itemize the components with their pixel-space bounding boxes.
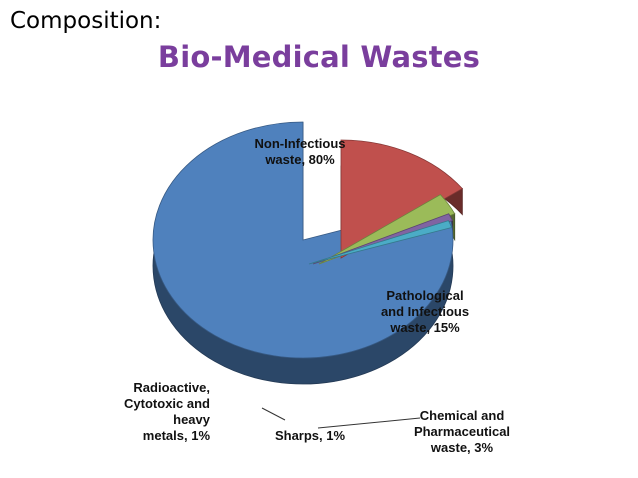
leader-line-radioactive <box>261 407 286 421</box>
slice-label-sharps: Sharps, 1% <box>275 428 346 443</box>
slice-label-radioactive: Radioactive, Cytotoxic and heavy metals, 1% <box>124 380 211 443</box>
pie-slice-pathological <box>340 139 463 259</box>
pie-slice-radioactive <box>308 220 453 265</box>
leader-line-chemical-and <box>317 417 421 429</box>
pie-slice-chemical-and <box>318 194 456 265</box>
slice-label-chemical-and: Chemical and Pharmaceutical waste, 3% <box>414 408 510 455</box>
pie-slice-non-infectious <box>152 121 454 359</box>
slice-label-pathological: Pathological and Infectious waste, 15% <box>381 288 469 335</box>
pie-slice-sharps <box>312 213 454 265</box>
slice-label-non-infectious: Non-Infectious waste, 80% <box>255 136 346 167</box>
chart-title: Bio-Medical Wastes <box>157 40 481 74</box>
slide-heading: Composition: <box>10 8 162 34</box>
